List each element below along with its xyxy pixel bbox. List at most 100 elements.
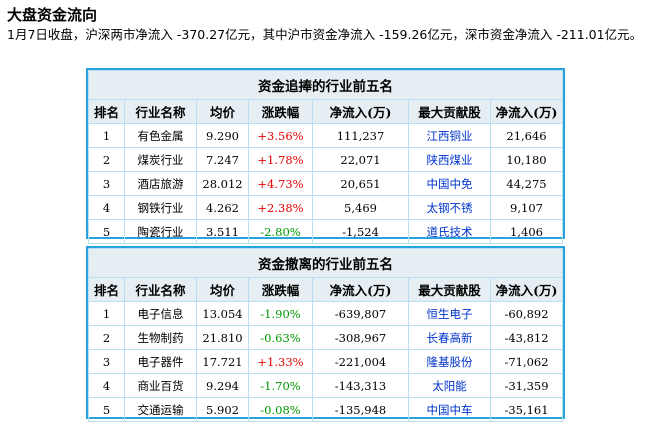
net-inflow-cell: -308,967 — [312, 325, 409, 350]
table-row: 5 陶瓷行业 3.511 -2.80% -1,524 道氏技术 1,406 — [88, 219, 563, 244]
top-stock-link[interactable]: 恒生电子 — [408, 301, 491, 326]
net-inflow-cell: 111,237 — [312, 123, 409, 148]
column-header-top-stock: 最大贡献股 — [408, 99, 491, 124]
top-stock-link[interactable]: 太阳能 — [408, 373, 491, 398]
avg-price-cell: 21.810 — [196, 325, 249, 350]
rank-cell: 5 — [88, 219, 125, 244]
net-inflow-cell: -135,948 — [312, 397, 409, 422]
industry-cell: 陶瓷行业 — [124, 219, 197, 244]
avg-price-cell: 3.511 — [196, 219, 249, 244]
industry-cell: 电子器件 — [124, 349, 197, 374]
table-row: 3 酒店旅游 28.012 +4.73% 20,651 中国中免 44,275 — [88, 171, 563, 196]
top-stock-inflow-cell: 9,107 — [490, 195, 563, 220]
table-row: 5 交通运输 5.902 -0.08% -135,948 中国中车 -35,161 — [88, 397, 563, 422]
rank-cell: 3 — [88, 171, 125, 196]
industry-cell: 有色金属 — [124, 123, 197, 148]
net-inflow-cell: 20,651 — [312, 171, 409, 196]
column-header-net-inflow: 净流入(万) — [312, 277, 409, 302]
rank-cell: 4 — [88, 195, 125, 220]
industry-cell: 酒店旅游 — [124, 171, 197, 196]
top-stock-link[interactable]: 道氏技术 — [408, 219, 491, 244]
change-cell: -0.08% — [248, 397, 313, 422]
column-header-change: 涨跌幅 — [248, 277, 313, 302]
industry-cell: 钢铁行业 — [124, 195, 197, 220]
change-cell: +2.38% — [248, 195, 313, 220]
column-header-top-stock: 最大贡献股 — [408, 277, 491, 302]
inflow-panel: 资金追捧的行业前五名 排名 行业名称 均价 涨跌幅 净流入(万) 最大贡献股 净… — [86, 68, 565, 244]
column-header-industry: 行业名称 — [124, 99, 197, 124]
top-stock-link[interactable]: 太钢不锈 — [408, 195, 491, 220]
rank-cell: 2 — [88, 147, 125, 172]
change-cell: +1.78% — [248, 147, 313, 172]
top-stock-link[interactable]: 隆基股份 — [408, 349, 491, 374]
column-header-avg-price: 均价 — [196, 277, 249, 302]
column-header-top-stock-inflow: 净流入(万) — [490, 277, 563, 302]
change-cell: -1.90% — [248, 301, 313, 326]
industry-cell: 交通运输 — [124, 397, 197, 422]
net-inflow-cell: -143,313 — [312, 373, 409, 398]
avg-price-cell: 4.262 — [196, 195, 249, 220]
inflow-table-title: 资金追捧的行业前五名 — [88, 70, 563, 100]
table-row: 2 煤炭行业 7.247 +1.78% 22,071 陕西煤业 10,180 — [88, 147, 563, 172]
change-cell: -0.63% — [248, 325, 313, 350]
table-row: 3 电子器件 17.721 +1.33% -221,004 隆基股份 -71,062 — [88, 349, 563, 374]
top-stock-inflow-cell: -60,892 — [490, 301, 563, 326]
market-summary: 1月7日收盘，沪深两市净流入 -370.27亿元，其中沪市资金净流入 -159.… — [7, 27, 643, 42]
avg-price-cell: 13.054 — [196, 301, 249, 326]
change-cell: -1.70% — [248, 373, 313, 398]
table-row: 4 钢铁行业 4.262 +2.38% 5,469 太钢不锈 9,107 — [88, 195, 563, 220]
rank-cell: 2 — [88, 325, 125, 350]
net-inflow-cell: -639,807 — [312, 301, 409, 326]
rank-cell: 4 — [88, 373, 125, 398]
top-stock-inflow-cell: -71,062 — [490, 349, 563, 374]
top-stock-inflow-cell: -35,161 — [490, 397, 563, 422]
inflow-table: 资金追捧的行业前五名 排名 行业名称 均价 涨跌幅 净流入(万) 最大贡献股 净… — [88, 70, 563, 244]
top-stock-inflow-cell: 21,646 — [490, 123, 563, 148]
top-stock-link[interactable]: 中国中免 — [408, 171, 491, 196]
table-row: 1 电子信息 13.054 -1.90% -639,807 恒生电子 -60,892 — [88, 301, 563, 326]
industry-cell: 煤炭行业 — [124, 147, 197, 172]
top-stock-inflow-cell: -31,359 — [490, 373, 563, 398]
top-stock-link[interactable]: 陕西煤业 — [408, 147, 491, 172]
avg-price-cell: 9.294 — [196, 373, 249, 398]
outflow-panel: 资金撤离的行业前五名 排名 行业名称 均价 涨跌幅 净流入(万) 最大贡献股 净… — [86, 246, 565, 422]
top-stock-link[interactable]: 中国中车 — [408, 397, 491, 422]
column-header-industry: 行业名称 — [124, 277, 197, 302]
top-stock-inflow-cell: -43,812 — [490, 325, 563, 350]
net-inflow-cell: -1,524 — [312, 219, 409, 244]
rank-cell: 1 — [88, 301, 125, 326]
table-row: 4 商业百货 9.294 -1.70% -143,313 太阳能 -31,359 — [88, 373, 563, 398]
outflow-table: 资金撤离的行业前五名 排名 行业名称 均价 涨跌幅 净流入(万) 最大贡献股 净… — [88, 248, 563, 422]
outflow-table-title: 资金撤离的行业前五名 — [88, 248, 563, 278]
change-cell: +4.73% — [248, 171, 313, 196]
column-header-rank: 排名 — [88, 277, 125, 302]
rank-cell: 1 — [88, 123, 125, 148]
column-header-rank: 排名 — [88, 99, 125, 124]
rank-cell: 3 — [88, 349, 125, 374]
top-stock-inflow-cell: 1,406 — [490, 219, 563, 244]
industry-cell: 生物制药 — [124, 325, 197, 350]
top-stock-inflow-cell: 10,180 — [490, 147, 563, 172]
net-inflow-cell: -221,004 — [312, 349, 409, 374]
table-row: 1 有色金属 9.290 +3.56% 111,237 江西铜业 21,646 — [88, 123, 563, 148]
top-stock-link[interactable]: 长春高新 — [408, 325, 491, 350]
industry-cell: 商业百货 — [124, 373, 197, 398]
top-stock-link[interactable]: 江西铜业 — [408, 123, 491, 148]
change-cell: +1.33% — [248, 349, 313, 374]
avg-price-cell: 9.290 — [196, 123, 249, 148]
column-header-change: 涨跌幅 — [248, 99, 313, 124]
industry-cell: 电子信息 — [124, 301, 197, 326]
rank-cell: 5 — [88, 397, 125, 422]
avg-price-cell: 28.012 — [196, 171, 249, 196]
avg-price-cell: 17.721 — [196, 349, 249, 374]
table-row: 2 生物制药 21.810 -0.63% -308,967 长春高新 -43,812 — [88, 325, 563, 350]
avg-price-cell: 7.247 — [196, 147, 249, 172]
change-cell: -2.80% — [248, 219, 313, 244]
top-stock-inflow-cell: 44,275 — [490, 171, 563, 196]
net-inflow-cell: 5,469 — [312, 195, 409, 220]
column-header-avg-price: 均价 — [196, 99, 249, 124]
avg-price-cell: 5.902 — [196, 397, 249, 422]
change-cell: +3.56% — [248, 123, 313, 148]
column-header-net-inflow: 净流入(万) — [312, 99, 409, 124]
net-inflow-cell: 22,071 — [312, 147, 409, 172]
